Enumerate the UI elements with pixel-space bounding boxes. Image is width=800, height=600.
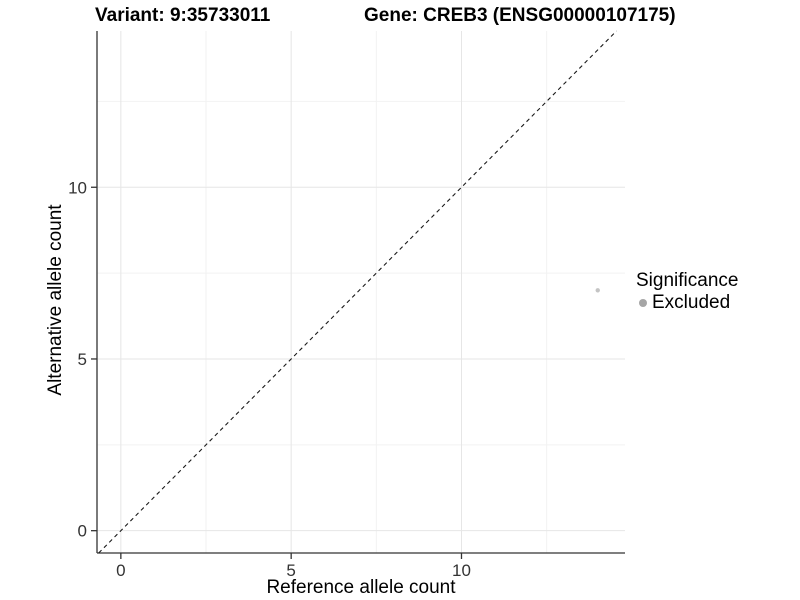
variant-title: Variant: 9:35733011 [95,5,271,26]
gene-title: Gene: CREB3 (ENSG00000107175) [364,5,676,26]
x-tick-label: 5 [286,561,295,580]
legend-title: Significance [636,270,739,291]
identity-line [98,30,617,554]
plot-panel [97,31,625,553]
legend-item-label: Excluded [652,291,731,313]
y-tick-label: 0 [78,522,87,541]
data-point [595,288,600,293]
y-tick-label: 5 [78,350,87,369]
x-tick-label: 10 [452,561,471,580]
x-tick-label: 0 [116,561,125,580]
legend-items: Excluded [636,292,738,313]
legend-item: Excluded [639,292,738,313]
x-axis-title: Reference allele count [266,577,456,598]
y-tick-label: 10 [68,178,87,197]
y-axis-title: Alternative allele count [45,204,66,396]
legend: Significance Excluded [636,270,738,313]
legend-key-dot-icon [639,298,647,307]
